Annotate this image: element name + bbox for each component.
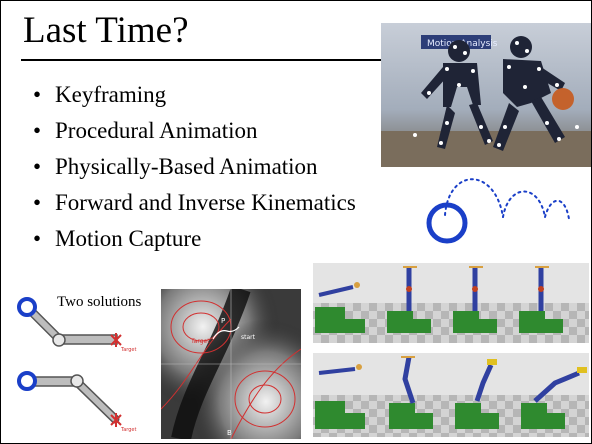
slide-title: Last Time? (23, 10, 189, 51)
bouncing-ball-diagram (426, 178, 570, 244)
frame-2 (387, 266, 431, 333)
target-label: Target (120, 347, 137, 353)
handstand-animation-strip-top (313, 263, 589, 343)
basketball (552, 88, 574, 110)
heatmap-label-b: B (227, 429, 232, 437)
title-underline (21, 59, 381, 61)
frame-1 (315, 282, 365, 333)
bullet-item: • Motion Capture (33, 226, 202, 251)
bullet-item: • Procedural Animation (33, 118, 258, 143)
energy-heatmap: P Target start B (161, 289, 301, 439)
frame-4 (519, 266, 563, 333)
heatmap-label-start: start (241, 334, 256, 341)
ik-solution-elbow-down: Target (17, 297, 137, 353)
target-marker (110, 413, 122, 427)
ik-two-solutions-diagram: Target Target (17, 297, 137, 433)
frame-2 (389, 356, 433, 429)
ik-solution-elbow-up: Target (17, 371, 137, 433)
bullet-item: • Physically-Based Animation (33, 154, 318, 179)
bullet-item: • Keyframing (33, 82, 167, 107)
elbow-joint (52, 333, 66, 347)
heatmap-label-target: Target (190, 338, 210, 345)
bounce-arc (444, 178, 504, 218)
frame-4 (521, 367, 587, 429)
mocap-markers (413, 41, 579, 147)
ik-caption: Two solutions (57, 294, 142, 310)
elbow-joint (70, 374, 84, 388)
mocap-actor-left (421, 40, 493, 149)
target-marker (110, 333, 122, 347)
motion-capture-photo: Motion Analysis (381, 23, 591, 167)
bounce-arc (502, 190, 546, 218)
target-label: Target (120, 427, 137, 433)
heatmap-label-p: P (221, 317, 225, 325)
bullet-list: • Keyframing • Procedural Animation • Physi… (33, 77, 356, 257)
frame-3 (453, 266, 497, 333)
bullet-item: • Forward and Inverse Kinematics (33, 190, 356, 215)
frame-3 (455, 359, 499, 429)
frame-1 (315, 364, 365, 429)
bounce-arc (544, 199, 570, 220)
handstand-animation-strip-bottom (313, 353, 589, 437)
contour-lines (161, 300, 301, 439)
root-joint (17, 371, 37, 391)
ball (426, 202, 468, 244)
root-joint (17, 297, 37, 317)
